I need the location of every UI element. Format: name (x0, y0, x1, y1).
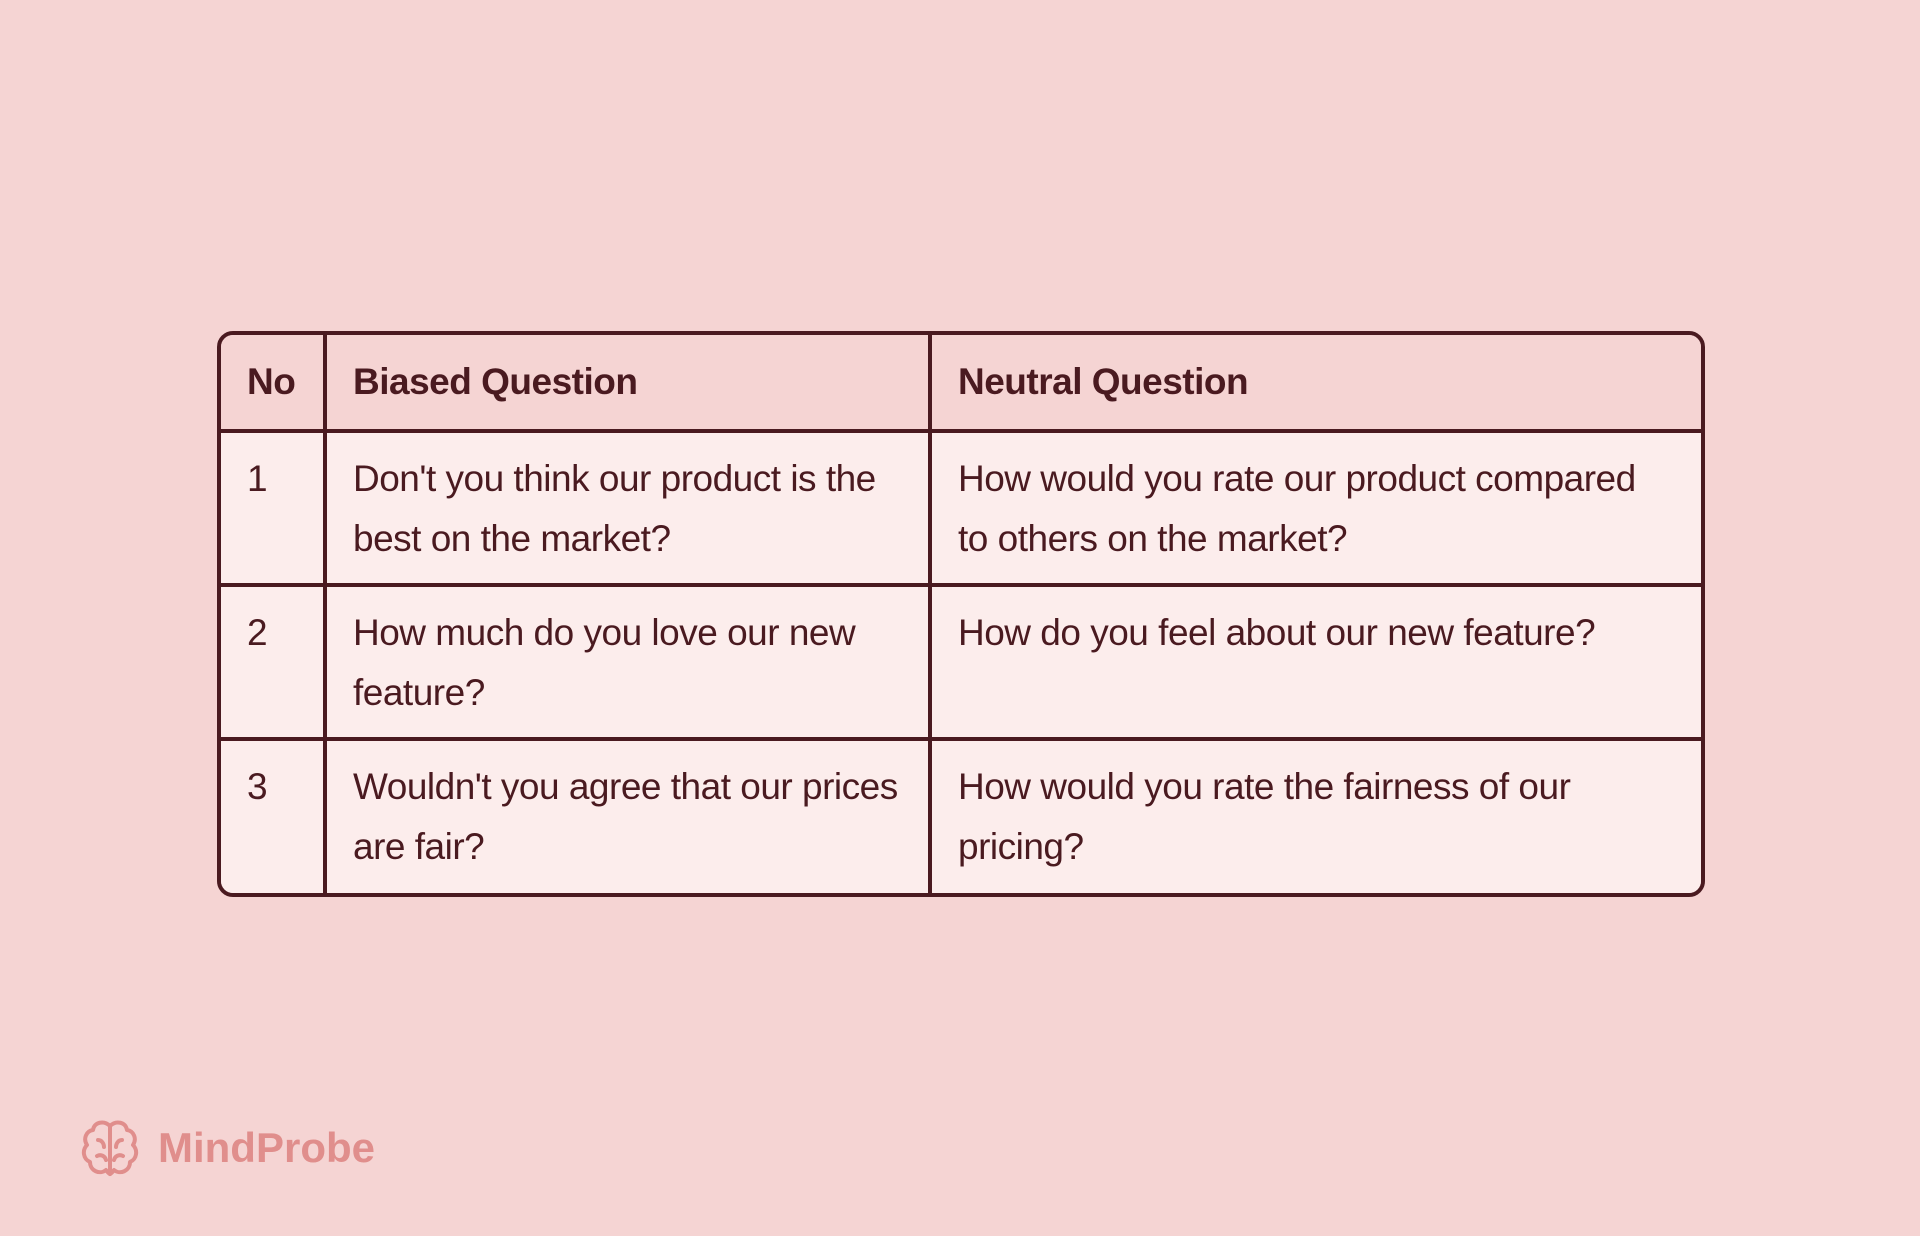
table-cell: How would you rate the fairness of our p… (928, 737, 1701, 893)
header-cell: Neutral Question (928, 335, 1701, 433)
table-cell: 3 (221, 737, 327, 893)
table-body: 1 Don't you think our product is the best… (221, 429, 1701, 893)
table-cell: Don't you think our product is the best … (323, 429, 932, 587)
brand-logo (81, 1120, 139, 1176)
table-cell: How much do you love our new feature? (323, 583, 932, 741)
comparison-table: No Biased Question Neutral Question 1 Don't… (217, 331, 1705, 897)
table-row: 3 Wouldn't you agree that our prices are … (221, 737, 1701, 893)
brand: MindProbe (80, 1118, 375, 1178)
table-cell: 2 (221, 583, 327, 741)
table-cell: 1 (221, 429, 327, 587)
header-cell: No (221, 335, 327, 433)
table: No Biased Question Neutral Question 1 Don't… (221, 335, 1701, 893)
table-row: 1 Don't you think our product is the best… (221, 429, 1701, 587)
header-row: No Biased Question Neutral Question (221, 335, 1701, 433)
table-row: 2 How much do you love our new feature? Ho… (221, 583, 1701, 741)
table-cell: How would you rate our product compared … (928, 429, 1701, 587)
table-cell: How do you feel about our new feature? (928, 583, 1701, 741)
brand-name: MindProbe (158, 1124, 375, 1171)
header-cell: Biased Question (323, 335, 932, 433)
table-cell: Wouldn't you agree that our prices are f… (323, 737, 932, 893)
